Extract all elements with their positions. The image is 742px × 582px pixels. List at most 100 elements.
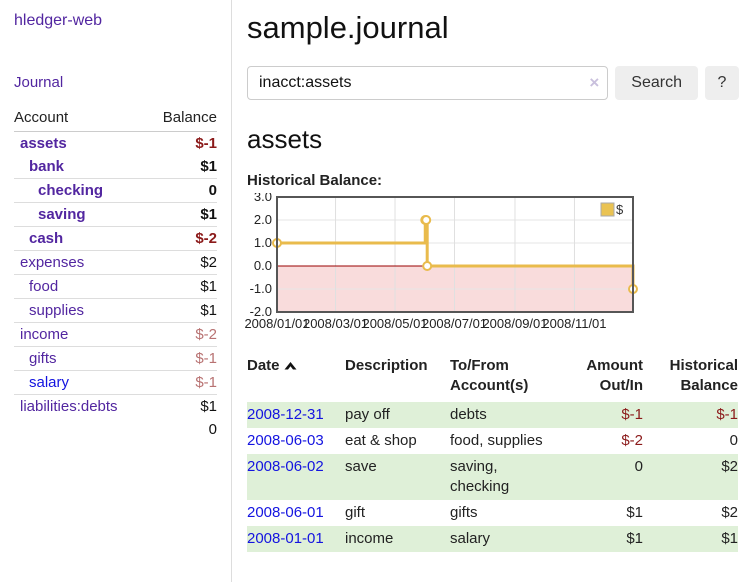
search-input[interactable]	[247, 66, 609, 100]
col-header-balance-line2: Balance	[680, 377, 738, 394]
account-link[interactable]: gifts	[29, 350, 57, 367]
register-description-cell: eat & shop	[345, 432, 417, 449]
register-balance-cell: $2	[721, 504, 738, 521]
account-row: supplies $1	[14, 298, 217, 323]
col-header-accounts-line2: Account(s)	[450, 377, 529, 394]
search-help-button[interactable]: ?	[705, 66, 739, 100]
account-row: income $-2	[14, 322, 217, 347]
accounts-header-balance: Balance	[147, 106, 217, 132]
accounts-table-body: assets $-1 bank $1 checking 0 saving $1 cash $-2 e…	[14, 132, 217, 418]
svg-text:-2.0: -2.0	[250, 304, 272, 319]
account-row: liabilities:debts $1	[14, 394, 217, 418]
register-accounts-cell: saving, checking	[450, 454, 562, 500]
svg-text:2008/01/01: 2008/01/01	[244, 316, 309, 331]
account-row: bank $1	[14, 155, 217, 179]
account-row: expenses $2	[14, 250, 217, 275]
register-row: 2008-12-31 pay off debts $-1 $-1	[247, 402, 738, 428]
account-link[interactable]: bank	[29, 158, 65, 175]
col-header-balance: Historical Balance	[643, 354, 738, 402]
account-row: gifts $-1	[14, 346, 217, 371]
register-amount-cell: $1	[626, 504, 643, 521]
register-accounts-cell: gifts	[450, 504, 478, 521]
svg-text:2008/09/01: 2008/09/01	[482, 316, 547, 331]
register-balance-cell: $2	[643, 454, 738, 500]
transaction-date-link[interactable]: 2008-12-31	[247, 406, 324, 423]
register-date-cell: 2008-06-03	[247, 428, 345, 454]
col-header-amount-line2: Out/In	[599, 377, 643, 394]
account-link[interactable]: liabilities:debts	[20, 398, 118, 415]
register-date-cell: 2008-06-01	[247, 500, 345, 526]
transaction-date-link[interactable]: 2008-06-03	[247, 432, 324, 449]
legend-swatch	[600, 202, 615, 217]
register-table: Date Description To/From Account(s) Amou…	[247, 354, 738, 552]
col-header-accounts: To/From Account(s)	[450, 354, 562, 402]
register-amount-cell: $-1	[562, 402, 643, 428]
account-balance: $-2	[147, 322, 217, 347]
register-row: 2008-06-02 save saving, checking 0 $2	[247, 454, 738, 500]
accounts-total-spacer	[14, 418, 147, 441]
col-header-accounts-line1: To/From	[450, 357, 509, 374]
transaction-date-link[interactable]: 2008-06-01	[247, 504, 324, 521]
register-date-cell: 2008-01-01	[247, 526, 345, 552]
sidebar: hledger-web Journal Account Balance asse…	[0, 0, 232, 582]
account-balance: $2	[147, 250, 217, 275]
account-balance: $-2	[147, 226, 217, 251]
legend-label: $	[616, 202, 624, 217]
account-row: saving $1	[14, 202, 217, 227]
register-accounts-cell: food, supplies	[450, 432, 543, 449]
svg-text:2.0: 2.0	[254, 212, 272, 227]
search-button[interactable]: Search	[615, 66, 698, 100]
col-header-amount-line1: Amount	[586, 357, 643, 374]
svg-text:2008/05/01: 2008/05/01	[362, 316, 427, 331]
svg-text:3.0: 3.0	[254, 193, 272, 204]
register-row: 2008-01-01 income salary $1 $1	[247, 526, 738, 552]
accounts-total-balance: 0	[208, 421, 217, 438]
sidebar-item-journal[interactable]: Journal	[14, 74, 64, 91]
account-link[interactable]: food	[29, 278, 59, 295]
account-link[interactable]: checking	[38, 182, 104, 199]
main-panel: sample.journal × Search ? assets Histori…	[232, 0, 742, 582]
account-balance: $-1	[195, 135, 217, 152]
account-link[interactable]: supplies	[29, 302, 85, 319]
register-amount-cell: $-2	[621, 432, 643, 449]
register-amount-cell: 0	[562, 454, 643, 500]
accounts-total-row: 0	[14, 418, 217, 441]
register-row: 2008-06-03 eat & shop food, supplies $-2 0	[247, 428, 738, 454]
historical-balance-chart: $3.0 2.0 1.0 0.0 -1.0 -2.0 2008/01/01 2008/03/0…	[239, 189, 739, 338]
search-input-wrap: ×	[247, 66, 609, 100]
accounts-header-row: Account Balance	[14, 106, 217, 132]
register-description-cell: income	[345, 526, 450, 552]
account-link[interactable]: income	[20, 326, 69, 343]
app-title-link[interactable]: hledger-web	[14, 12, 103, 29]
transaction-date-link[interactable]: 2008-06-02	[247, 458, 324, 475]
col-header-date[interactable]: Date	[247, 354, 345, 402]
clear-search-icon[interactable]: ×	[589, 73, 600, 92]
chart-svg: $3.0 2.0 1.0 0.0 -1.0 -2.02008/01/012008/03/0…	[244, 189, 638, 331]
account-link[interactable]: salary	[29, 374, 70, 391]
account-link[interactable]: expenses	[20, 254, 85, 271]
account-balance: $1	[147, 298, 217, 323]
col-header-description: Description	[345, 354, 450, 402]
account-heading: assets	[247, 124, 323, 154]
account-link[interactable]: cash	[29, 230, 64, 247]
account-balance: $1	[147, 394, 217, 418]
account-link[interactable]: assets	[20, 135, 67, 152]
register-description-cell: gift	[345, 504, 366, 521]
sort-ascending-icon[interactable]	[284, 357, 297, 377]
register-row: 2008-06-01 gift gifts $1 $2	[247, 500, 738, 526]
transaction-date-link[interactable]: 2008-01-01	[247, 530, 324, 547]
register-balance-cell: 0	[729, 432, 738, 449]
svg-text:-1.0: -1.0	[250, 281, 272, 296]
account-link[interactable]: saving	[38, 206, 86, 223]
account-balance: $-1	[147, 370, 217, 395]
account-row: checking 0	[14, 178, 217, 203]
account-balance: $1	[147, 202, 217, 227]
account-row: food $1	[14, 274, 217, 299]
svg-text:2008/11/01: 2008/11/01	[542, 316, 606, 331]
register-date-cell: 2008-12-31	[247, 402, 345, 428]
register-date-cell: 2008-06-02	[247, 454, 345, 500]
col-header-description-label: Description	[345, 357, 428, 374]
svg-text:2008/07/01: 2008/07/01	[422, 316, 487, 331]
account-balance: $1	[147, 274, 217, 299]
